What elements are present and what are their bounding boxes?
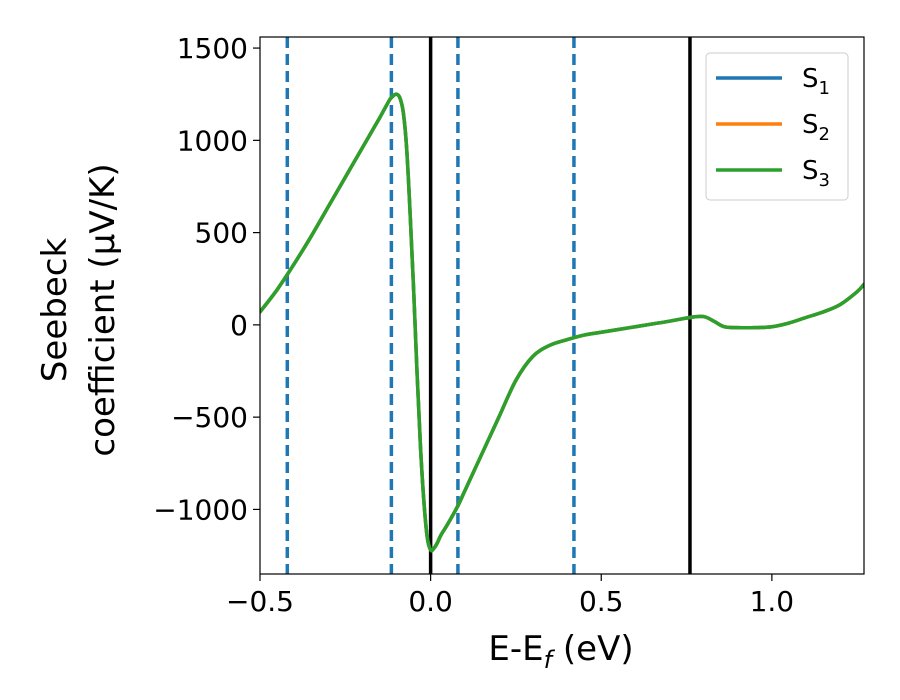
y-tick-label: −500 xyxy=(171,401,248,434)
reference-lines xyxy=(285,37,692,574)
x-tick-label: 0.5 xyxy=(579,585,624,618)
y-tick-label: 1000 xyxy=(177,124,248,157)
x-axis-ticks: −0.5 0.0 0.5 1.0 xyxy=(226,574,794,618)
y-tick-label: 500 xyxy=(195,217,248,250)
legend-label-s1: S1 xyxy=(802,64,830,99)
legend-label-s2: S2 xyxy=(802,110,830,145)
x-axis-label-main: E-E xyxy=(488,629,543,669)
x-tick-label: 0.0 xyxy=(408,585,453,618)
y-tick-label: 0 xyxy=(230,309,248,342)
y-axis-label: Seebeck coefficient (μV/K) xyxy=(35,163,123,456)
y-tick-label: 1500 xyxy=(177,32,248,65)
y-axis-label-line2: coefficient (μV/K) xyxy=(83,163,123,456)
y-axis-label-line1: Seebeck xyxy=(35,238,75,383)
legend-box xyxy=(705,52,849,201)
y-tick-label: −1000 xyxy=(153,493,248,526)
plot-area xyxy=(259,36,865,575)
y-axis-ticks: −1000 −500 0 500 1000 1500 xyxy=(153,32,260,526)
x-tick-label: −0.5 xyxy=(226,585,294,618)
series-line-s3 xyxy=(260,92,864,553)
x-axis-label-unit: (eV) xyxy=(552,629,634,669)
x-tick-label: 1.0 xyxy=(750,585,795,618)
axes-frame xyxy=(259,36,865,575)
x-axis-label: E-Ef (eV) xyxy=(488,629,633,674)
series-lines xyxy=(260,92,864,553)
legend-label-s3: S3 xyxy=(802,156,830,191)
legend: S1 S2 S3 xyxy=(705,52,849,201)
